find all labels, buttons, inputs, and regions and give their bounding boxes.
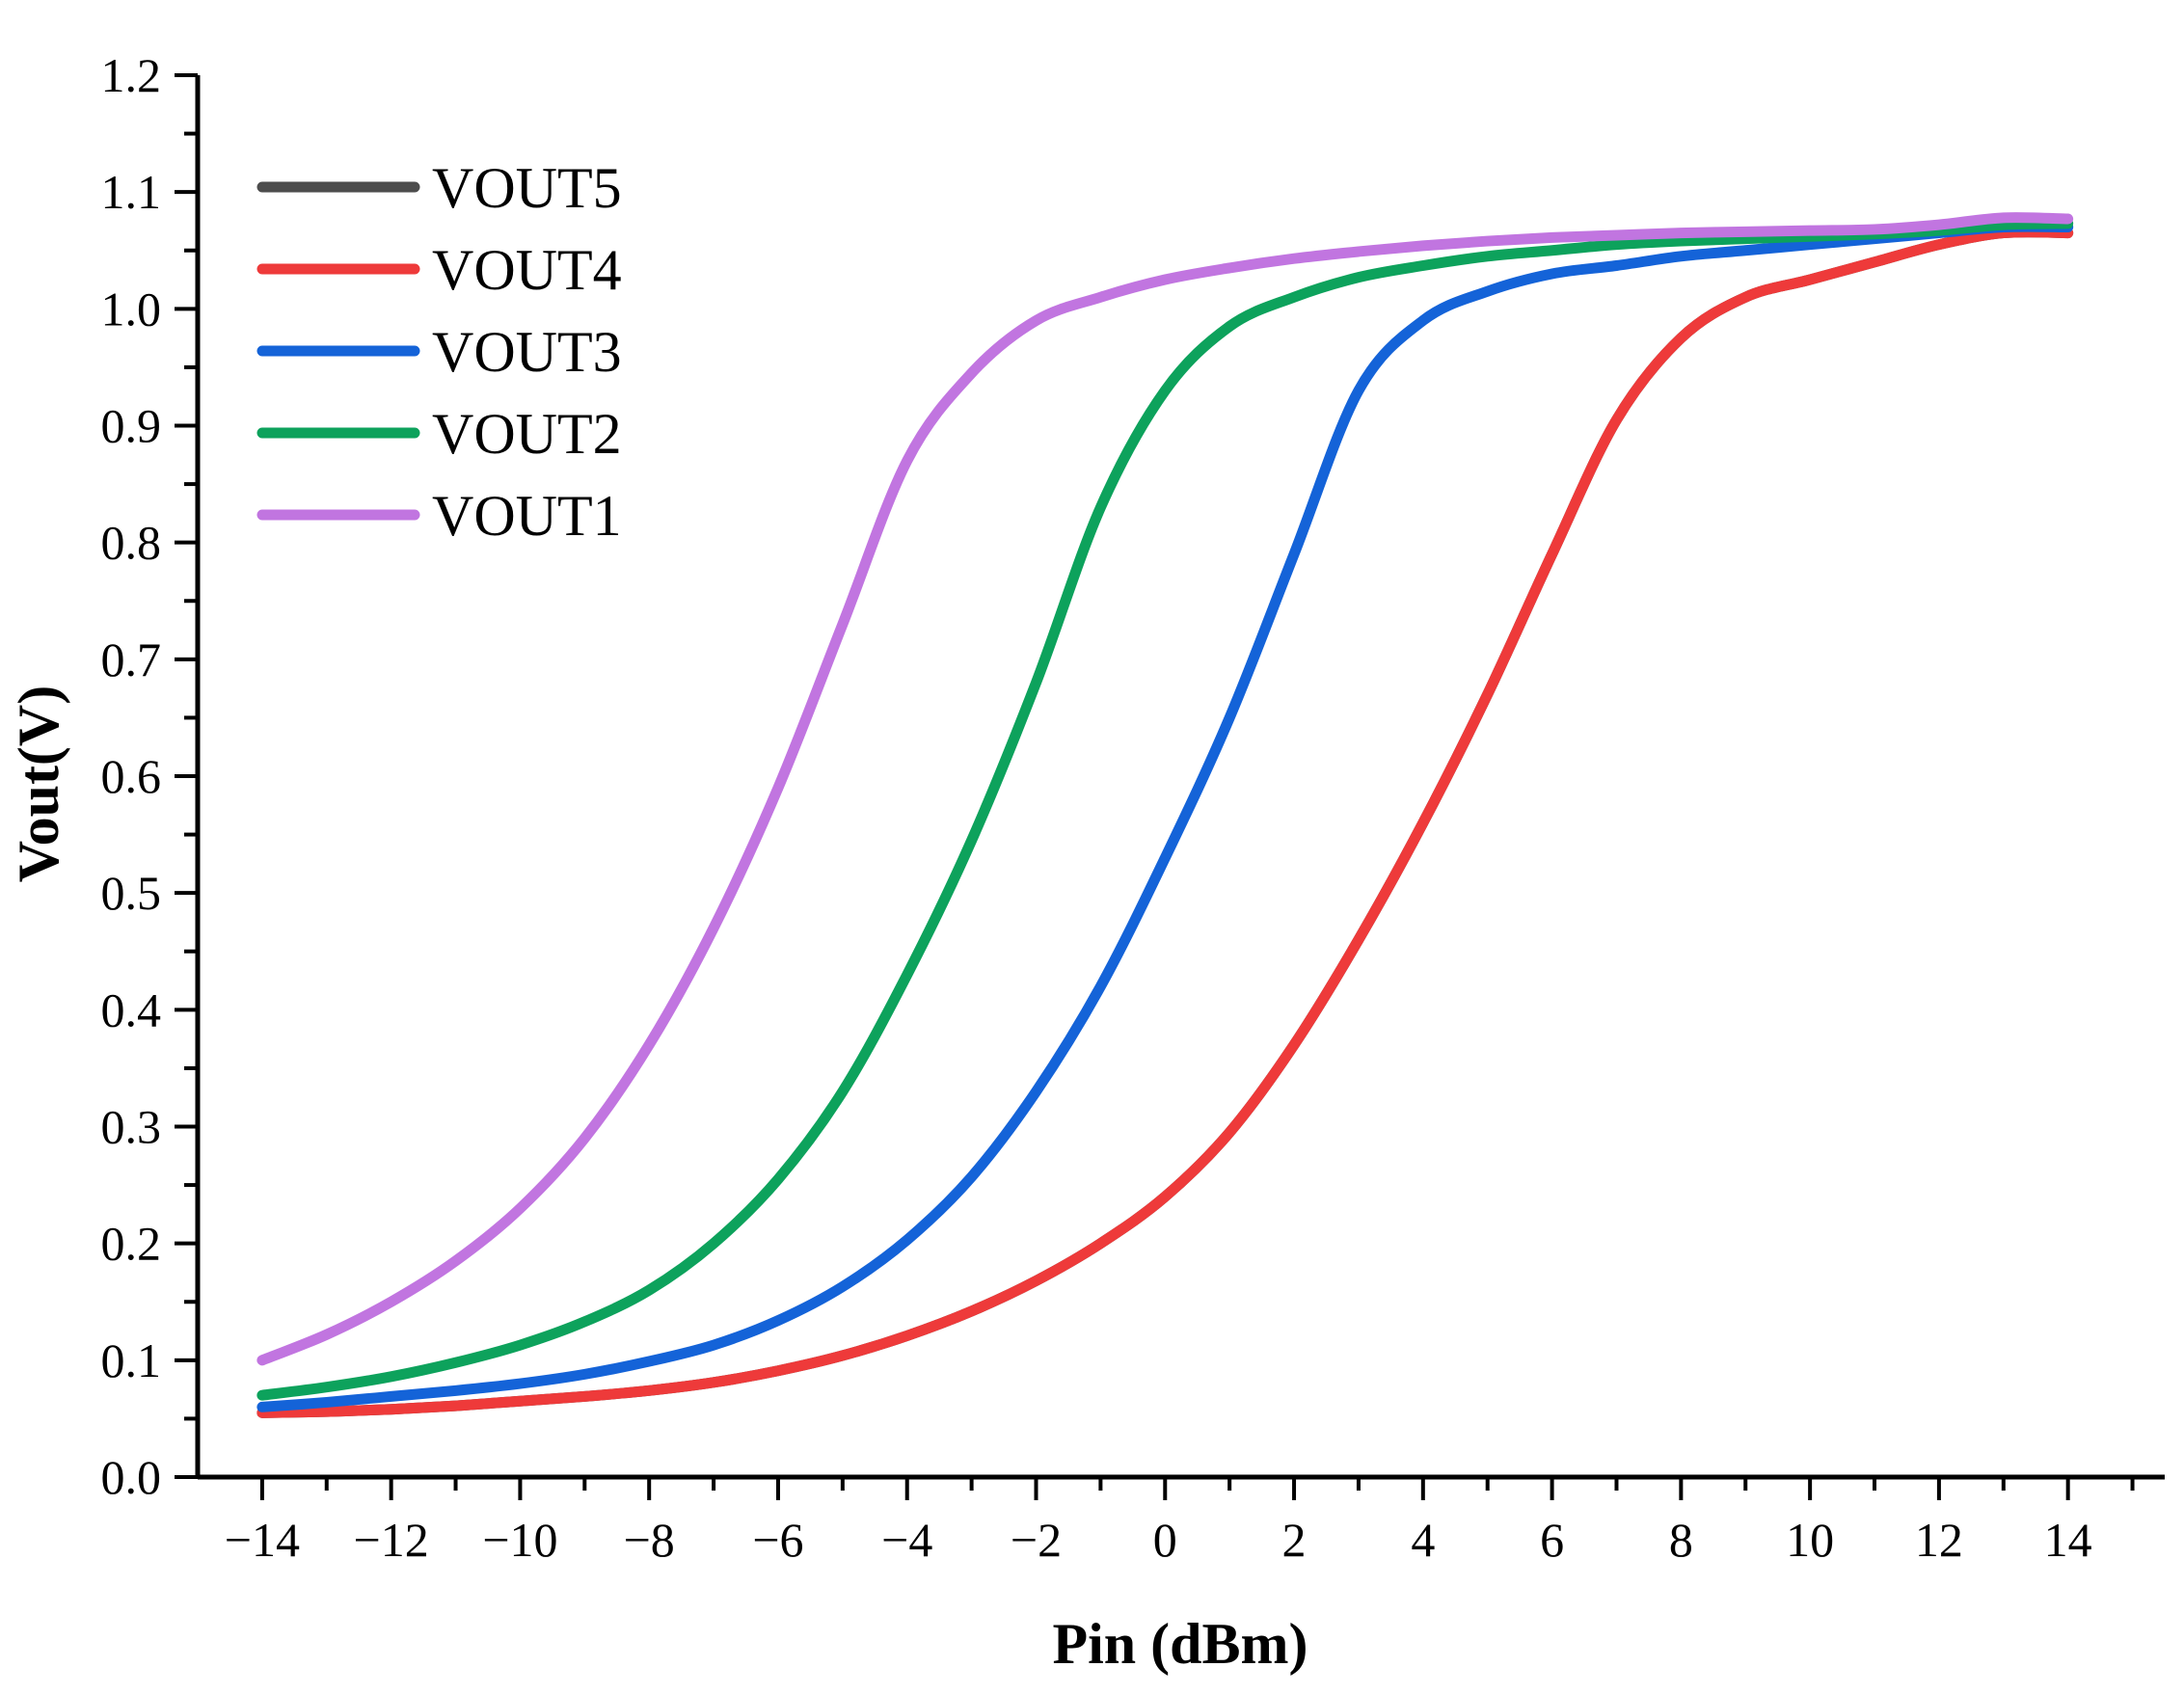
y-tick-label: 0.3 xyxy=(101,1100,162,1154)
legend-item-vout5: VOUT5 xyxy=(256,156,622,220)
x-tick-label: −12 xyxy=(354,1513,429,1567)
y-tick-label: 1.1 xyxy=(101,165,162,219)
legend-item-vout4: VOUT4 xyxy=(256,238,622,302)
legend-item-vout2: VOUT2 xyxy=(256,402,622,466)
x-tick-label: 2 xyxy=(1282,1513,1307,1567)
legend-label: VOUT1 xyxy=(432,484,622,548)
y-tick-label: 0.0 xyxy=(101,1450,162,1504)
x-tick-label: 4 xyxy=(1411,1513,1435,1567)
legend-item-vout3: VOUT3 xyxy=(256,320,622,384)
y-tick-label: 0.8 xyxy=(101,516,162,570)
ticks-layer: −14 −12 −10 −8 −6 −4 −2 0 2 4 6 8 10 12 14 0.0 0.1 0.2 0.3… xyxy=(101,48,2135,1567)
legend: VOUT5 VOUT4 VOUT3 VOUT2 VOUT1 xyxy=(256,156,622,548)
y-tick-label: 0.5 xyxy=(101,866,162,920)
y-tick-label: 0.6 xyxy=(101,749,162,803)
y-tick-label: 1.0 xyxy=(101,282,162,336)
series-line-vout3 xyxy=(256,221,2074,1412)
x-tick-label: −4 xyxy=(881,1513,932,1567)
x-tick-label: 10 xyxy=(1786,1513,1834,1567)
y-tick-label: 1.2 xyxy=(101,48,162,102)
x-tick-label: 6 xyxy=(1540,1513,1564,1567)
x-tick-label: −14 xyxy=(225,1513,300,1567)
legend-label: VOUT2 xyxy=(432,402,622,466)
y-tick-label: 0.7 xyxy=(101,632,162,686)
x-tick-label: −10 xyxy=(482,1513,557,1567)
x-tick-label: 14 xyxy=(2044,1513,2092,1567)
series-layer xyxy=(256,212,2074,1418)
y-tick-label: 0.4 xyxy=(101,982,162,1036)
y-tick-label: 0.2 xyxy=(101,1217,162,1271)
legend-label: VOUT5 xyxy=(432,156,622,220)
legend-item-vout1: VOUT1 xyxy=(256,484,622,548)
x-tick-label: −2 xyxy=(1011,1513,1062,1567)
x-tick-label: 12 xyxy=(1915,1513,1963,1567)
legend-label: VOUT4 xyxy=(432,238,622,302)
series-line-vout4 xyxy=(256,227,2074,1418)
y-axis-title: Vout(V) xyxy=(7,686,70,882)
x-tick-label: 0 xyxy=(1153,1513,1177,1567)
legend-label: VOUT3 xyxy=(432,320,622,384)
x-tick-label: 8 xyxy=(1669,1513,1693,1567)
x-tick-label: −6 xyxy=(752,1513,803,1567)
series-line-vout2 xyxy=(256,218,2074,1401)
series-line-vout1 xyxy=(256,212,2074,1366)
y-tick-label: 0.9 xyxy=(101,399,162,453)
y-tick-label: 0.1 xyxy=(101,1333,162,1387)
x-tick-label: −8 xyxy=(624,1513,675,1567)
x-axis-title: Pin (dBm) xyxy=(1052,1612,1308,1676)
